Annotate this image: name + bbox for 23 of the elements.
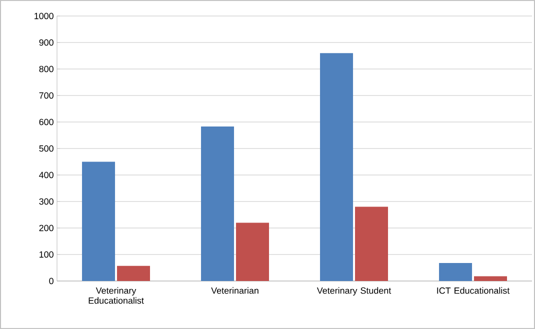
- bar: [439, 262, 472, 281]
- y-tick-label: 700: [39, 92, 54, 99]
- y-tick-label: 300: [39, 198, 54, 205]
- x-tick-label: Veterinary Educationalist: [88, 287, 144, 304]
- bar: [236, 222, 270, 281]
- bar: [201, 126, 234, 281]
- y-tick-label: 900: [39, 39, 54, 46]
- y-tick-label: 1000: [34, 12, 54, 20]
- bar: [82, 162, 116, 281]
- y-tick-label: 800: [39, 66, 54, 72]
- x-tick-label: ICT Educationalist: [437, 287, 510, 294]
- bar: [474, 276, 508, 281]
- y-tick-label: 600: [39, 118, 54, 126]
- x-tick-label: Veterinarian: [211, 287, 258, 294]
- bar: [355, 206, 388, 281]
- x-tick-label: Veterinary Student: [316, 287, 392, 296]
- y-tick-label: 100: [40, 251, 54, 258]
- bar: [320, 53, 354, 281]
- y-tick-label: 200: [39, 224, 54, 232]
- y-tick-label: 500: [39, 145, 54, 152]
- y-tick-label: 0: [49, 278, 54, 284]
- bar: [117, 266, 150, 281]
- y-tick-label: 400: [39, 172, 54, 178]
